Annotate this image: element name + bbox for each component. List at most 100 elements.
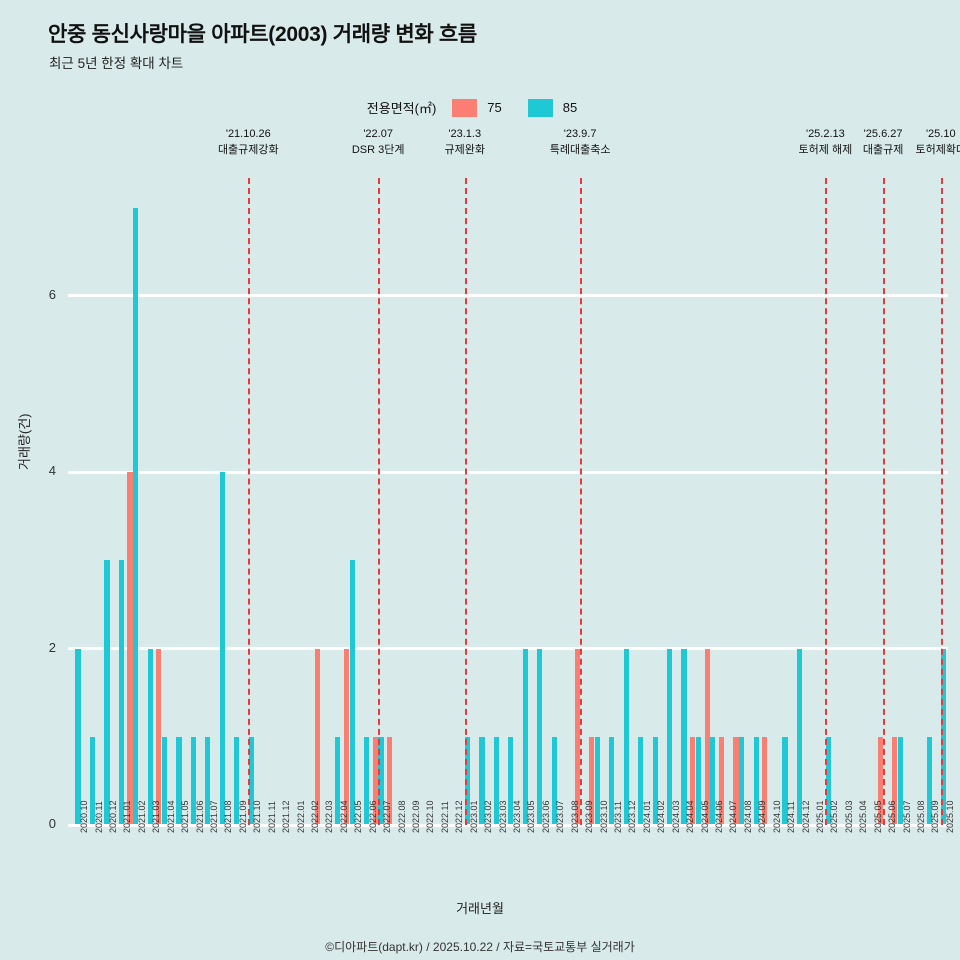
gridline	[68, 470, 948, 474]
gridline	[68, 294, 948, 298]
bar-85-2021.09	[234, 736, 240, 825]
x-axis-tick-label: 2021.11	[266, 801, 277, 833]
legend-title: 전용면적(㎡)	[366, 101, 437, 116]
event-label: 대출규제	[862, 144, 904, 156]
x-axis-tick-label: 2021.01	[122, 800, 133, 833]
x-axis-tick-label: 2024.05	[699, 800, 710, 833]
bar-75-2024.05	[690, 736, 696, 825]
bar-85-2022.06	[363, 736, 370, 825]
x-axis-tick-label: 2021.06	[194, 800, 205, 833]
x-axis-tick-label: 2023.09	[584, 800, 595, 833]
bar-85-2023.01	[464, 736, 471, 825]
bar-85-2021.05	[176, 736, 182, 825]
event-line	[883, 178, 886, 825]
footer-credit: ©디아파트(dapt.kr) / 2025.10.22 / 자료=국토교통부 실…	[325, 940, 635, 954]
bar-85-2023.12	[623, 648, 629, 825]
x-axis-tick-label: 2021.04	[165, 800, 176, 833]
x-axis-tick-label: 2023.06	[540, 800, 551, 833]
x-axis-tick-label: 2025.03	[843, 800, 854, 833]
bar-85-2023.11	[609, 736, 615, 825]
event-label: 특례대출축소	[549, 144, 611, 156]
event-line	[940, 178, 943, 825]
legend-label-75: 75	[487, 100, 502, 115]
bar-85-2021.04	[162, 736, 168, 825]
bar-75-2022.05	[343, 648, 350, 825]
bar-85-2024.01	[638, 736, 644, 825]
bar-75-2023.10	[589, 736, 595, 825]
x-axis-tick-label: 2025.06	[887, 800, 898, 833]
x-axis-tick-label: 2021.07	[209, 800, 220, 833]
x-axis-tick-label: 2022.08	[396, 800, 407, 833]
x-axis-tick-label: 2024.10	[771, 800, 782, 833]
event-label: 토허제 해제	[798, 144, 853, 156]
x-axis-tick-label: 2024.04	[685, 800, 696, 833]
y-axis-title: 거래량(건)	[17, 413, 32, 471]
bar-85-2021.02	[133, 207, 139, 825]
event-date: '25.2.13	[805, 128, 845, 140]
bar-85-2024.04	[681, 648, 687, 825]
x-axis-tick-label: 2022.06	[367, 800, 378, 833]
bar-85-2023.10	[594, 736, 600, 825]
x-axis-tick-label: 2024.07	[728, 800, 739, 833]
x-axis-tick-label: 2021.10	[252, 800, 263, 833]
x-axis-tick-label: 2021.08	[223, 800, 234, 833]
bar-85-2021.10	[248, 736, 254, 825]
bar-85-2022.04	[335, 736, 341, 825]
bar-85-2023.04	[508, 736, 514, 825]
legend-label-85: 85	[562, 100, 578, 115]
bar-85-2024.05	[695, 736, 701, 825]
x-axis-tick-label: 2023.11	[612, 801, 623, 833]
x-axis-tick-label: 2024.06	[713, 800, 724, 833]
event-annotation: '22.07 DSR 3단계	[318, 126, 438, 158]
x-axis-tick-label: 2021.05	[180, 800, 191, 833]
event-date: '25.10	[925, 128, 956, 140]
x-axis-tick-label: 2025.05	[872, 800, 883, 833]
event-annotation: '23.9.7 특례대출축소	[520, 126, 640, 158]
event-label: 대출규제강화	[217, 144, 279, 156]
bar-75-2021.04	[156, 648, 162, 825]
x-axis-tick-label: 2020.10	[79, 800, 90, 833]
x-axis-tick-label: 2021.12	[281, 800, 292, 833]
event-annotation: '23.1.3 규제완화	[405, 126, 525, 158]
page-subtitle: 최근 5년 한정 확대 차트	[49, 56, 184, 71]
x-axis-tick-label: 2025.01	[814, 800, 825, 833]
event-annotation: '25.2.13 토허제 해제	[765, 126, 885, 158]
event-date: '21.10.26	[225, 128, 271, 140]
x-axis-tick-label: 2023.10	[598, 800, 609, 833]
x-axis-tick-label: 2021.02	[136, 800, 147, 833]
x-axis-tick-label: 2022.12	[454, 800, 465, 833]
x-axis-tick-label: 2025.02	[829, 800, 840, 833]
x-axis-tick-label: 2025.04	[858, 800, 869, 833]
bar-85-2023.07	[551, 736, 557, 825]
bar-85-2024.06	[710, 736, 716, 825]
x-axis-tick-label: 2023.01	[468, 800, 479, 833]
x-axis-tick-label: 2023.12	[627, 800, 638, 833]
bar-75-2021.02	[127, 472, 133, 825]
x-axis-tick-label: 2024.12	[800, 800, 811, 833]
x-axis-tick-label: 2025.07	[901, 800, 912, 833]
x-axis-tick-label: 2022.04	[338, 800, 349, 833]
bar-85-2021.08	[219, 472, 225, 825]
x-axis-tick-label: 2023.02	[483, 800, 494, 833]
bar-85-2025.02	[825, 736, 831, 825]
x-axis-tick-label: 2025.10	[944, 800, 955, 833]
bar-85-2025.10	[941, 648, 947, 825]
bar-85-2021.03	[147, 648, 153, 825]
x-axis-tick-label: 2025.09	[930, 800, 941, 833]
x-axis-tick-label: 2022.11	[439, 801, 450, 833]
chart-legend: 전용면적(㎡) 75 85	[0, 98, 960, 117]
x-axis-tick-label: 2024.08	[742, 800, 753, 833]
event-label: 규제완화	[444, 144, 485, 156]
bar-85-2024.03	[666, 648, 673, 825]
bar-85-2020.11	[89, 736, 96, 825]
bar-85-2021.01	[118, 560, 124, 825]
bar-75-2025.07	[892, 736, 898, 825]
x-axis-title: 거래년월	[456, 901, 504, 916]
x-axis-tick-label: 2022.07	[382, 800, 393, 833]
bar-85-2024.09	[753, 736, 759, 825]
event-date: '22.07	[363, 128, 393, 140]
y-axis-tick-label: 0	[48, 816, 56, 831]
x-axis-tick-label: 2023.07	[555, 800, 566, 833]
event-label: DSR 3단계	[351, 144, 405, 156]
gridline	[68, 647, 948, 651]
